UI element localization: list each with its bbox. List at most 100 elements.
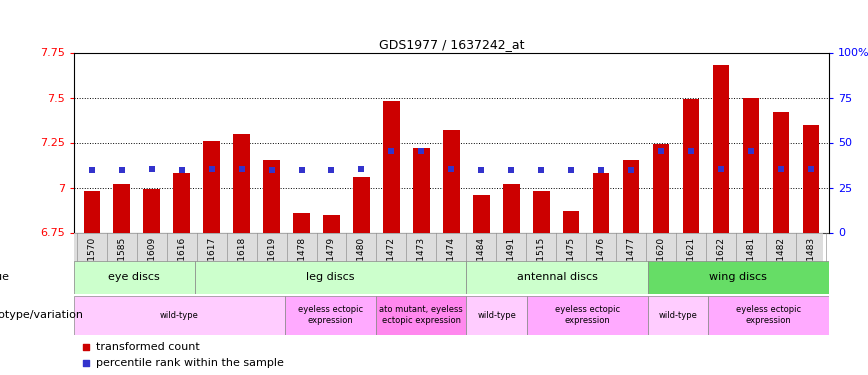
Bar: [803, 124, 819, 232]
Text: eyeless ectopic
expression: eyeless ectopic expression: [298, 306, 363, 325]
Point: [234, 166, 248, 172]
Bar: [593, 173, 609, 232]
Bar: [563, 211, 580, 232]
Text: GSM91478: GSM91478: [297, 237, 306, 286]
Text: eyeless ectopic
expression: eyeless ectopic expression: [555, 306, 620, 325]
Point: [744, 148, 758, 154]
Point: [804, 166, 818, 172]
Point: [684, 148, 698, 154]
Text: antennal discs: antennal discs: [516, 272, 597, 282]
Bar: [293, 213, 310, 232]
Point: [205, 166, 219, 172]
Bar: [174, 173, 190, 232]
Text: GSM91483: GSM91483: [806, 237, 815, 286]
Text: transformed count: transformed count: [96, 342, 201, 352]
Point: [475, 167, 489, 173]
Text: wing discs: wing discs: [709, 272, 767, 282]
Bar: [83, 191, 100, 232]
Bar: [114, 184, 130, 232]
Text: wild-type: wild-type: [477, 310, 516, 320]
Text: percentile rank within the sample: percentile rank within the sample: [96, 357, 285, 368]
Title: GDS1977 / 1637242_at: GDS1977 / 1637242_at: [378, 38, 524, 51]
Bar: [773, 112, 789, 232]
Point: [774, 166, 788, 172]
Point: [444, 166, 458, 172]
Text: GSM91479: GSM91479: [327, 237, 336, 286]
Text: genotype/variation: genotype/variation: [0, 310, 83, 320]
Text: GSM91474: GSM91474: [447, 237, 456, 286]
Bar: [323, 214, 339, 232]
Text: GSM91585: GSM91585: [117, 237, 126, 286]
Bar: [503, 184, 520, 232]
Bar: [708, 296, 829, 335]
Text: GSM91482: GSM91482: [777, 237, 786, 286]
Text: leg discs: leg discs: [306, 272, 355, 282]
Text: GSM91477: GSM91477: [627, 237, 635, 286]
Bar: [653, 144, 669, 232]
Bar: [623, 160, 640, 232]
Point: [385, 148, 398, 154]
Point: [145, 166, 159, 172]
Bar: [527, 296, 648, 335]
Bar: [383, 101, 399, 232]
Text: eye discs: eye discs: [108, 272, 160, 282]
Text: GSM91476: GSM91476: [596, 237, 606, 286]
Bar: [74, 296, 286, 335]
Point: [115, 167, 128, 173]
Bar: [203, 141, 220, 232]
Bar: [143, 189, 160, 232]
Bar: [533, 191, 549, 232]
Bar: [194, 261, 466, 294]
Bar: [233, 134, 250, 232]
Text: GSM91619: GSM91619: [267, 237, 276, 286]
Text: GSM91480: GSM91480: [357, 237, 366, 286]
Bar: [743, 98, 760, 232]
Bar: [648, 261, 829, 294]
Bar: [466, 296, 527, 335]
Bar: [286, 296, 376, 335]
Bar: [473, 195, 490, 232]
Text: tissue: tissue: [0, 272, 10, 282]
Text: GSM91620: GSM91620: [656, 237, 666, 286]
Point: [535, 167, 549, 173]
Text: GSM91570: GSM91570: [88, 237, 96, 286]
Bar: [376, 296, 466, 335]
Text: GSM91481: GSM91481: [746, 237, 755, 286]
Point: [325, 167, 339, 173]
Text: GSM91609: GSM91609: [148, 237, 156, 286]
Point: [294, 167, 308, 173]
Point: [79, 360, 93, 366]
Point: [714, 166, 728, 172]
Text: GSM91473: GSM91473: [417, 237, 426, 286]
Bar: [648, 296, 708, 335]
Text: GSM91515: GSM91515: [536, 237, 546, 286]
Point: [265, 166, 279, 172]
Point: [624, 166, 638, 172]
Text: wild-type: wild-type: [659, 310, 697, 320]
Text: GSM91616: GSM91616: [177, 237, 186, 286]
Bar: [683, 99, 700, 232]
Point: [564, 167, 578, 173]
Bar: [413, 148, 430, 232]
Text: wild-type: wild-type: [160, 310, 199, 320]
Point: [504, 166, 518, 172]
Text: GSM91617: GSM91617: [207, 237, 216, 286]
Point: [174, 167, 188, 173]
Bar: [74, 261, 194, 294]
Text: eyeless ectopic
expression: eyeless ectopic expression: [736, 306, 801, 325]
Text: GSM91622: GSM91622: [717, 237, 726, 286]
Bar: [263, 160, 279, 232]
Text: GSM91621: GSM91621: [687, 237, 695, 286]
Text: GSM91618: GSM91618: [237, 237, 247, 286]
Text: GSM91491: GSM91491: [507, 237, 516, 286]
Text: GSM91472: GSM91472: [387, 237, 396, 286]
Text: GSM91484: GSM91484: [477, 237, 486, 286]
Point: [414, 148, 428, 154]
Point: [79, 344, 93, 350]
Point: [595, 166, 608, 172]
Point: [354, 166, 368, 172]
Bar: [444, 130, 459, 232]
Bar: [713, 65, 729, 232]
Point: [85, 167, 99, 173]
Text: ato mutant, eyeless
ectopic expression: ato mutant, eyeless ectopic expression: [379, 306, 463, 325]
